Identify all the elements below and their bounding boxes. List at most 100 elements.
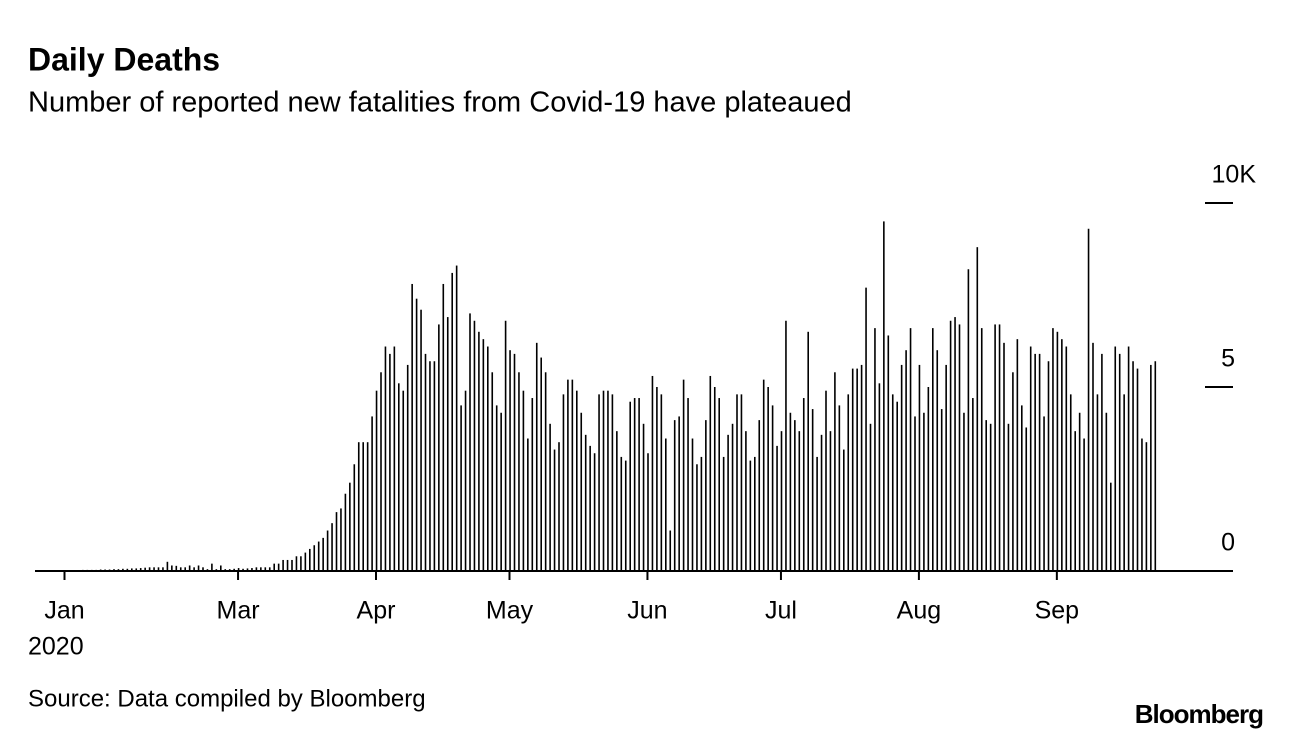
bar	[1136, 368, 1139, 571]
bar	[985, 420, 987, 571]
bar	[104, 569, 106, 571]
bar	[406, 364, 409, 571]
bar	[544, 372, 547, 571]
bar	[754, 456, 756, 571]
bar	[860, 364, 863, 571]
bar	[68, 570, 71, 571]
bar	[95, 569, 97, 571]
bar	[980, 328, 983, 571]
x-sublabel: 2020	[28, 633, 84, 661]
bar	[166, 561, 169, 571]
x-tick-label: Aug	[897, 597, 941, 625]
bar	[687, 398, 689, 571]
bar	[273, 563, 275, 571]
bar	[896, 401, 898, 571]
bar	[1145, 442, 1148, 571]
bar	[446, 317, 449, 571]
bar	[869, 423, 872, 571]
bar	[1078, 412, 1081, 571]
bar	[215, 569, 218, 571]
bar	[665, 438, 667, 571]
bar	[193, 567, 195, 571]
bar	[366, 442, 369, 571]
bar	[949, 320, 952, 571]
bar	[255, 567, 258, 571]
bar	[429, 361, 431, 571]
bar	[700, 456, 703, 571]
bar	[602, 390, 605, 571]
bar	[1012, 372, 1014, 571]
bar	[237, 568, 240, 571]
bar	[785, 320, 787, 571]
bar	[638, 398, 640, 571]
x-tick-label: Sep	[1035, 597, 1079, 625]
x-tick-label: Jun	[627, 597, 667, 625]
bar	[567, 379, 569, 571]
bar	[562, 394, 565, 571]
bar	[117, 569, 120, 571]
bar	[1154, 361, 1157, 571]
bar	[349, 482, 351, 571]
bar	[1029, 346, 1032, 571]
bar	[651, 375, 654, 571]
bar	[344, 493, 347, 571]
bar	[131, 568, 133, 571]
bar	[1034, 353, 1036, 571]
bar	[139, 568, 142, 571]
bar	[433, 361, 436, 571]
bar	[153, 567, 155, 571]
bar	[300, 556, 302, 571]
bar	[1052, 328, 1054, 571]
bar	[487, 346, 489, 571]
bar	[749, 460, 752, 571]
bar	[393, 346, 396, 571]
bar	[518, 372, 520, 571]
bar	[963, 412, 965, 571]
bar	[1110, 482, 1112, 571]
bar	[1083, 438, 1085, 571]
bar	[144, 567, 146, 571]
bar	[220, 565, 222, 571]
bar	[593, 453, 596, 571]
bar	[989, 423, 992, 571]
bar	[576, 390, 578, 571]
bar	[188, 565, 191, 571]
bar	[86, 569, 89, 571]
bar	[682, 379, 685, 571]
bar	[495, 405, 498, 571]
bar	[705, 420, 707, 571]
bar	[313, 545, 316, 571]
bar	[865, 287, 867, 571]
bar	[954, 317, 956, 571]
bar	[1038, 353, 1041, 571]
bar	[362, 442, 364, 571]
bar	[731, 423, 734, 571]
bar	[184, 567, 186, 571]
bar	[295, 556, 298, 571]
bar	[1132, 361, 1134, 571]
bar	[642, 423, 645, 571]
bar	[171, 565, 173, 571]
bar	[1043, 416, 1045, 571]
bar	[1021, 405, 1023, 571]
bar	[722, 456, 725, 571]
bar	[211, 563, 213, 571]
bar	[438, 324, 440, 571]
bar	[108, 569, 111, 571]
bar	[1127, 346, 1130, 571]
bar	[357, 442, 360, 571]
bar	[162, 567, 164, 571]
bar	[268, 567, 271, 571]
bar	[228, 569, 231, 571]
bar	[527, 438, 529, 571]
bar	[816, 456, 818, 571]
bar	[589, 445, 591, 571]
bar	[762, 379, 765, 571]
bar	[678, 416, 680, 571]
bar	[745, 431, 747, 571]
bar	[500, 412, 502, 571]
bar	[1118, 353, 1121, 571]
bar	[1007, 423, 1010, 571]
bar	[77, 570, 80, 571]
